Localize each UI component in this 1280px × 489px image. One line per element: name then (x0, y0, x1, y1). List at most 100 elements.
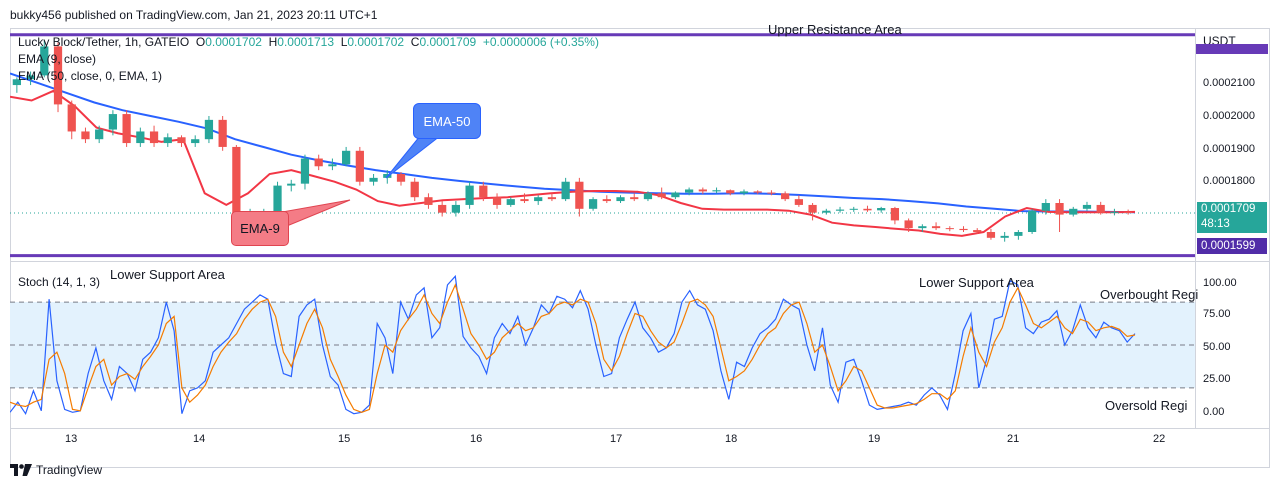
price-tick: 0.0001900 (1203, 143, 1255, 155)
price-tick: 0.0001800 (1203, 175, 1255, 187)
current-price-badge: 0.0001709 48:13 (1197, 202, 1267, 233)
candle-body (767, 192, 776, 194)
candle-body (191, 139, 200, 144)
oversold-label: Oversold Regi (1105, 398, 1188, 413)
candle-body (108, 114, 118, 130)
time-tick: 15 (338, 433, 351, 445)
candle-body (12, 79, 21, 86)
candle-body (300, 158, 310, 184)
publisher-line: bukky456 published on TradingView.com, J… (10, 8, 378, 22)
candle-body (1055, 203, 1064, 215)
candle-body (657, 193, 666, 198)
time-tick: 14 (193, 433, 206, 445)
high-label: H (268, 35, 278, 49)
candle-body (616, 197, 625, 202)
candle-body (808, 204, 817, 213)
candle-body (1069, 208, 1078, 215)
ema50-legend[interactable]: EMA (50, close, 0, EMA, 1) (18, 69, 163, 83)
candle-body (575, 181, 584, 209)
support-price-badge: 0.0001599 (1197, 238, 1267, 254)
resistance-price-badge (1196, 44, 1268, 54)
time-tick: 18 (725, 433, 738, 445)
candle-body (163, 137, 172, 144)
candle-body (534, 197, 543, 202)
candle-body (451, 204, 460, 213)
candle-body (95, 129, 104, 140)
candle-body (232, 146, 241, 225)
change-value: +0.0000006 (+0.35%) (482, 35, 599, 49)
time-tick: 21 (1007, 433, 1020, 445)
candle-body (753, 191, 762, 193)
open-label: O (195, 35, 206, 49)
candle-body (273, 185, 282, 213)
candle-body (671, 192, 680, 198)
candle-body (1014, 232, 1023, 236)
time-tick: 16 (470, 433, 483, 445)
candle-body (410, 181, 419, 198)
candle-body (588, 199, 598, 209)
pane-separator (10, 261, 1269, 262)
candle-body (698, 189, 707, 192)
ema-9-line (10, 89, 1136, 237)
stoch-tick: 50.00 (1203, 341, 1231, 353)
ema50-callout[interactable]: EMA-50 (413, 103, 481, 139)
stoch-pane[interactable] (10, 262, 1195, 428)
close-label: C (410, 35, 420, 49)
candle-body (561, 181, 570, 200)
candle-body (287, 183, 296, 186)
low-value: 0.0001702 (347, 35, 405, 49)
stoch-tick: 100.00 (1203, 277, 1237, 289)
close-value: 0.0001709 (419, 35, 477, 49)
candle-body (1096, 204, 1105, 213)
candle-body (328, 164, 337, 167)
candle-body (177, 137, 186, 144)
candle-body (136, 131, 145, 144)
candle-body (890, 208, 900, 221)
footer-brand[interactable]: TradingView (10, 463, 102, 477)
tradingview-logo-icon (10, 464, 32, 476)
candle-body (726, 190, 735, 194)
candle-body (26, 75, 35, 80)
candle-body (1027, 210, 1037, 232)
candle-body (355, 150, 364, 182)
stoch-k-line (10, 274, 1136, 416)
time-axis-border (10, 428, 1269, 429)
upper-resistance-label: Upper Resistance Area (768, 22, 902, 37)
candle-body (204, 119, 214, 140)
candle-body (424, 197, 433, 205)
candle-body (122, 114, 131, 144)
symbol-name: Lucky Block/Tether, 1h, GATEIO (18, 35, 190, 49)
candle-body (314, 158, 323, 167)
candle-body (67, 104, 76, 132)
symbol-legend: Lucky Block/Tether, 1h, GATEIO O0.000170… (18, 35, 599, 49)
time-tick: 19 (868, 433, 881, 445)
candle-body (1124, 211, 1133, 214)
low-label: L (340, 35, 348, 49)
price-tick: 0.0002100 (1203, 77, 1255, 89)
candle-body (835, 209, 845, 211)
ema9-callout[interactable]: EMA-9 (231, 211, 289, 246)
candle-body (863, 208, 872, 211)
candle-body (479, 185, 488, 198)
time-tick: 13 (65, 433, 78, 445)
candle-body (218, 119, 227, 147)
candle-body (396, 174, 406, 182)
candle-body (1082, 204, 1092, 209)
candle-body (630, 197, 639, 200)
candle-body (149, 131, 159, 144)
overbought-label: Overbought Regi (1100, 287, 1199, 302)
current-price: 0.0001709 (1201, 203, 1256, 215)
open-value: 0.0001702 (205, 35, 262, 49)
candle-body (918, 226, 927, 229)
stoch-d-line (10, 283, 1136, 413)
price-pane[interactable] (10, 29, 1195, 261)
candle-body (438, 204, 447, 213)
stoch-legend[interactable]: Stoch (14, 1, 3) (18, 275, 101, 289)
candle-body (1000, 235, 1009, 238)
time-tick: 17 (610, 433, 623, 445)
time-tick: 22 (1153, 433, 1166, 445)
candle-body (53, 46, 63, 105)
ema9-legend[interactable]: EMA (9, close) (18, 52, 97, 66)
candle-body (849, 208, 858, 210)
candle-body (383, 174, 392, 178)
